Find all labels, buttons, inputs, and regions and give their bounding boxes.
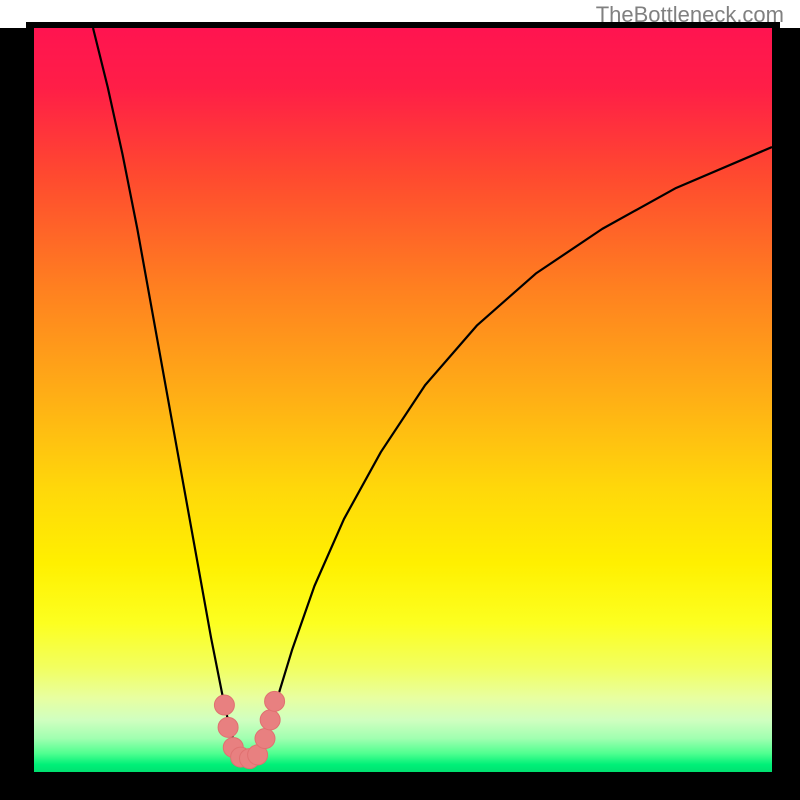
chart-svg: TheBottleneck.com [0, 0, 800, 800]
plot-frame-bottom [26, 772, 780, 780]
plot-frame-right [772, 22, 780, 780]
curve-marker [260, 710, 280, 730]
curve-marker [218, 717, 238, 737]
curve-marker [214, 695, 234, 715]
curve-marker [265, 691, 285, 711]
watermark-text: TheBottleneck.com [596, 2, 784, 27]
curve-marker [255, 729, 275, 749]
plot-background [34, 28, 772, 772]
plot-frame-left [26, 22, 34, 780]
chart-root: TheBottleneck.com [0, 0, 800, 800]
